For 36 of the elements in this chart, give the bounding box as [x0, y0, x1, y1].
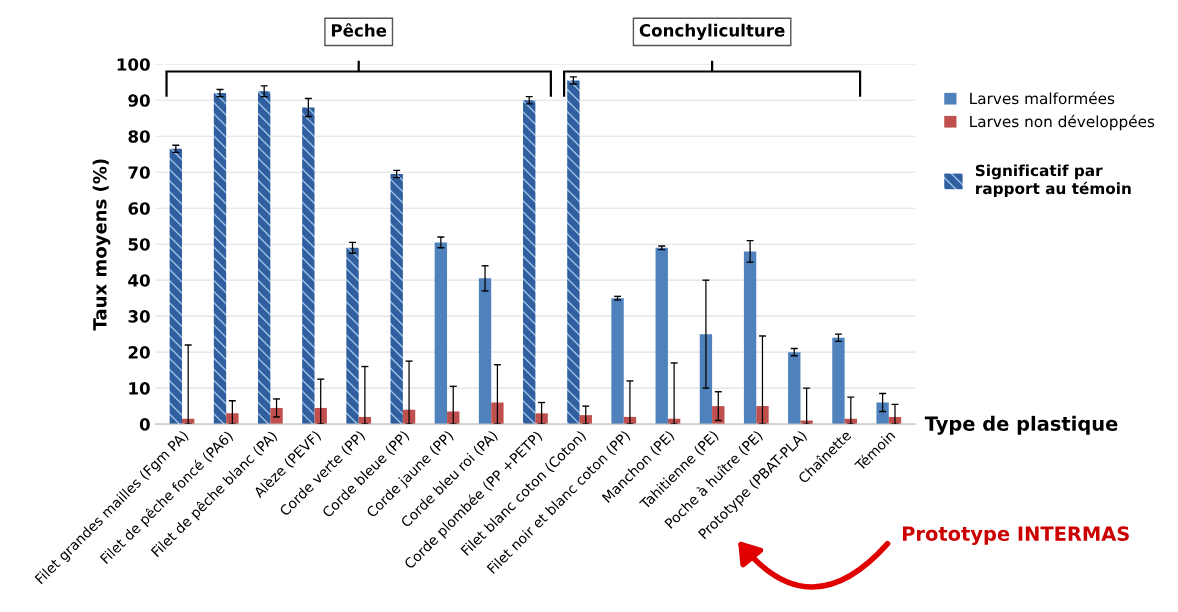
bar	[743, 251, 757, 425]
legend-label: Larves non développées	[970, 114, 1155, 131]
y-tick-label: 70	[128, 166, 150, 179]
y-axis-title: Taux moyens (%)	[92, 159, 111, 331]
y-tick-label: 40	[128, 274, 150, 287]
text: Conchyliculture	[639, 23, 785, 40]
bar	[302, 107, 315, 425]
y-tick-label: 90	[128, 94, 150, 107]
text: Significatif par rapport au témoin	[975, 164, 1131, 198]
y-tick-label: 50	[128, 238, 150, 251]
bar	[478, 278, 492, 425]
y-tick-label: 100	[117, 58, 150, 71]
bar	[346, 247, 359, 425]
y-tick-label: 20	[128, 346, 150, 359]
bar	[567, 80, 580, 425]
bar	[491, 402, 504, 425]
bar	[876, 402, 889, 425]
bar	[213, 93, 227, 425]
bar	[434, 242, 448, 425]
bar	[169, 148, 182, 425]
text: Type de plastique	[924, 415, 1118, 435]
bar	[257, 91, 271, 425]
text: Pêche	[331, 23, 387, 37]
bar	[390, 174, 403, 425]
text: Prototype INTERMAS	[902, 526, 1129, 545]
y-tick-label: 80	[128, 130, 150, 143]
y-tick-label: 60	[128, 202, 150, 215]
bar	[523, 100, 536, 425]
bar	[655, 247, 668, 425]
bar	[611, 298, 624, 425]
bar	[788, 352, 801, 425]
y-tick-label: 0	[139, 418, 150, 431]
y-tick-label: 10	[129, 382, 150, 395]
legend-label: Larves malformées	[970, 91, 1115, 105]
y-tick-label: 30	[128, 310, 150, 323]
bar	[832, 337, 845, 425]
